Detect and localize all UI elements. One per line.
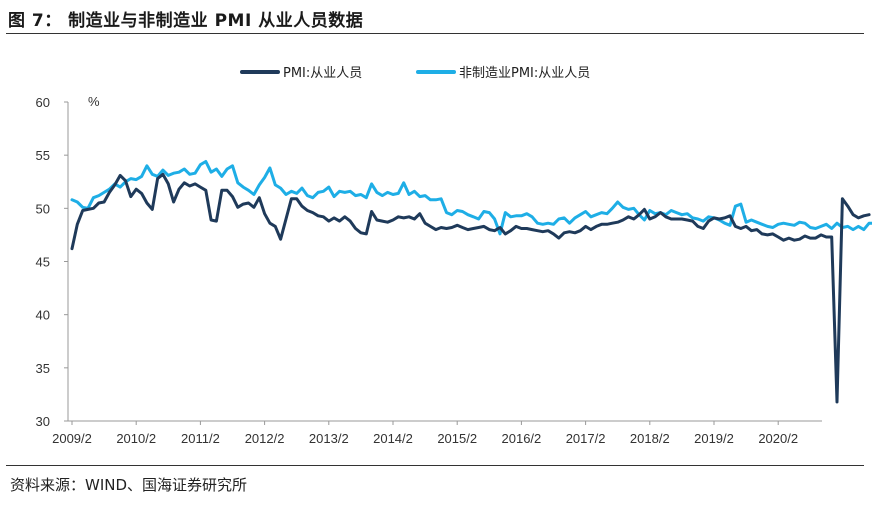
x-tick-label: 2019/2 [694,431,734,446]
x-tick-label: 2018/2 [630,431,670,446]
y-tick-label: 60 [36,95,50,110]
top-rule [6,33,864,34]
x-tick-label: 2014/2 [373,431,413,446]
x-axis-ticks: 2009/2 2010/2 2011/2 2012/2 2013/2 2014/2 2015… [52,421,798,446]
x-tick-label: 2009/2 [52,431,92,446]
y-tick-label: 30 [36,414,50,429]
x-tick-label: 2011/2 [181,431,220,446]
y-axis-ticks: 30 35 40 45 50 55 60 [36,95,68,429]
line-chart: PMI:从业人员 非制造业PMI:从业人员 % 30 35 40 45 50 55 60 2… [36,66,872,446]
series-lines [70,160,872,404]
x-tick-label: 2017/2 [566,431,606,446]
figure-title: 图 7： 制造业与非制造业 PMI 从业人员数据 [8,11,364,31]
source-note: 资料来源：WIND、国海证券研究所 [10,476,248,494]
x-tick-label: 2012/2 [245,431,285,446]
legend-label-series1: PMI:从业人员 [283,66,362,81]
y-tick-label: 50 [36,201,50,216]
bottom-rule [6,465,864,466]
x-tick-label: 2020/2 [758,431,798,446]
legend: PMI:从业人员 非制造业PMI:从业人员 [240,66,590,81]
series-line-non-manufacturing-employment [70,160,872,236]
y-axis-unit: % [88,94,100,109]
x-tick-label: 2010/2 [116,431,156,446]
y-tick-label: 55 [36,148,50,163]
series-line-manufacturing-employment [70,172,871,404]
legend-label-series2: 非制造业PMI:从业人员 [459,66,590,81]
x-tick-label: 2015/2 [437,431,477,446]
y-tick-label: 40 [36,308,50,323]
y-tick-label: 45 [36,255,50,270]
x-tick-label: 2013/2 [309,431,349,446]
x-tick-label: 2016/2 [502,431,542,446]
y-tick-label: 35 [36,361,50,376]
